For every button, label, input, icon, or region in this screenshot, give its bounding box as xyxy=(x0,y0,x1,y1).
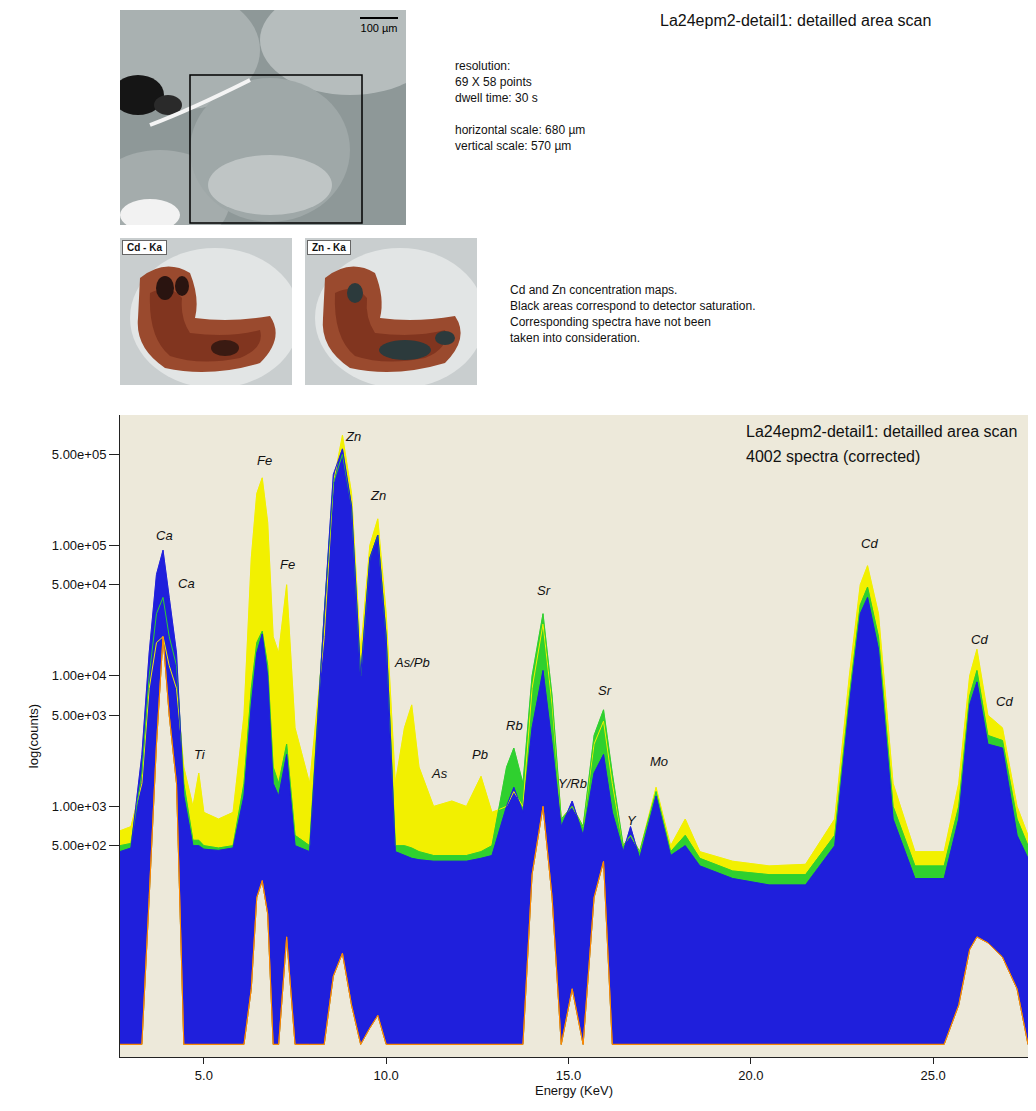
html-text:horizontal scale: 680 µm: horizontal scale: 680 µm xyxy=(455,123,586,137)
svg-text:100 µm: 100 µm xyxy=(361,22,398,34)
svg-text:10.0: 10.0 xyxy=(374,1068,399,1083)
svg-text:Pb: Pb xyxy=(472,747,488,762)
svg-text:20.0: 20.0 xyxy=(738,1068,763,1083)
svg-text:1.00e+05: 1.00e+05 xyxy=(52,538,107,553)
svg-text:5.0: 5.0 xyxy=(195,1068,213,1083)
svg-text:5.00e+03: 5.00e+03 xyxy=(52,708,107,723)
html-text:La24epm2-detail1: detailled ar: La24epm2-detail1: detailled area scan xyxy=(660,12,932,29)
svg-text:Fe: Fe xyxy=(280,557,295,572)
html-text:vertical scale: 570 µm: vertical scale: 570 µm xyxy=(455,139,572,153)
svg-text:Energy (KeV): Energy (KeV) xyxy=(535,1083,613,1098)
svg-text:1.00e+03: 1.00e+03 xyxy=(52,799,107,814)
svg-text:La24epm2-detail1: detailled ar: La24epm2-detail1: detailled area scan xyxy=(746,423,1017,440)
html-text:resolution:: resolution: xyxy=(455,59,511,73)
svg-text:4002 spectra (corrected): 4002 spectra (corrected) xyxy=(746,448,920,465)
svg-text:log(counts): log(counts) xyxy=(26,704,41,768)
svg-text:Y/Rb: Y/Rb xyxy=(558,776,587,791)
svg-text:5.00e+02: 5.00e+02 xyxy=(52,838,107,853)
svg-text:Sr: Sr xyxy=(598,683,612,698)
html-text:dwell time: 30 s: dwell time: 30 s xyxy=(455,91,538,105)
svg-text:1.00e+04: 1.00e+04 xyxy=(52,668,107,683)
svg-text:Cd: Cd xyxy=(971,632,988,647)
svg-text:5.00e+05: 5.00e+05 xyxy=(52,447,107,462)
svg-text:Ca: Ca xyxy=(156,528,173,543)
svg-text:15.0: 15.0 xyxy=(556,1068,581,1083)
svg-text:Ca: Ca xyxy=(178,576,195,591)
svg-text:Cd: Cd xyxy=(861,536,878,551)
html-text:Zn - Ka: Zn - Ka xyxy=(312,242,346,253)
svg-text:Sr: Sr xyxy=(537,583,551,598)
svg-text:Y: Y xyxy=(627,813,637,828)
html-text:69 X 58 points: 69 X 58 points xyxy=(455,75,532,89)
svg-text:Zn: Zn xyxy=(370,488,386,503)
html-text:Cd - Ka: Cd - Ka xyxy=(127,242,162,253)
html-text:Black areas correspond to dete: Black areas correspond to detector satur… xyxy=(510,299,756,313)
svg-text:5.00e+04: 5.00e+04 xyxy=(52,577,107,592)
html-text:Corresponding spectra have not: Corresponding spectra have not been xyxy=(510,315,711,329)
svg-text:Ti: Ti xyxy=(194,747,206,762)
svg-text:25.0: 25.0 xyxy=(921,1068,946,1083)
svg-text:Cd: Cd xyxy=(996,694,1013,709)
html-text:Cd and Zn concentration maps.: Cd and Zn concentration maps. xyxy=(510,283,678,297)
svg-text:Rb: Rb xyxy=(506,718,523,733)
html-text:taken into consideration.: taken into consideration. xyxy=(510,331,641,345)
svg-text:Fe: Fe xyxy=(257,453,272,468)
svg-text:Zn: Zn xyxy=(345,429,361,444)
svg-text:As: As xyxy=(431,766,448,781)
svg-text:Mo: Mo xyxy=(650,754,668,769)
svg-text:As/Pb: As/Pb xyxy=(394,655,430,670)
